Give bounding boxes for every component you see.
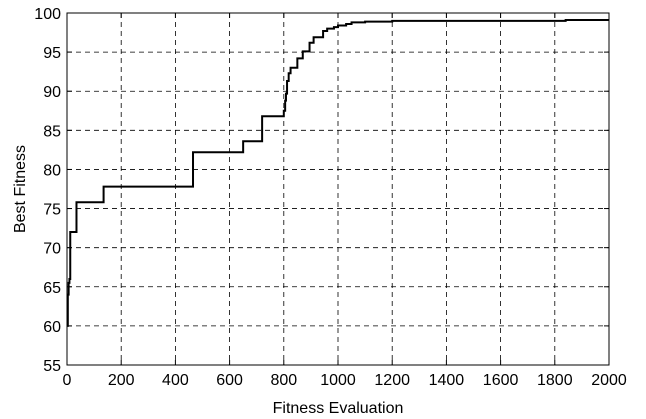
x-tick-label: 0 xyxy=(63,372,72,389)
y-tick-label: 95 xyxy=(43,45,61,62)
x-tick-labels: 0 200 400 600 800 1000 1200 1400 1600 1800 2000 xyxy=(63,372,627,389)
plot-frame xyxy=(66,12,610,366)
y-tick-label: 100 xyxy=(34,6,61,23)
x-axis-label: Fitness Evaluation xyxy=(273,400,404,417)
x-tick-label: 1000 xyxy=(320,372,356,389)
y-tick-label: 90 xyxy=(43,84,61,101)
x-tick-label: 600 xyxy=(216,372,243,389)
x-tick-label: 400 xyxy=(162,372,189,389)
x-tick-label: 1200 xyxy=(374,372,410,389)
x-tick-label: 1400 xyxy=(429,372,465,389)
x-tick-label: 2000 xyxy=(591,372,627,389)
x-tick-label: 200 xyxy=(108,372,135,389)
x-tick-label: 1800 xyxy=(537,372,573,389)
x-tick-label: 800 xyxy=(270,372,297,389)
y-axis-label: Best Fitness xyxy=(12,145,29,233)
y-tick-label: 75 xyxy=(43,202,61,219)
y-tick-label: 80 xyxy=(43,162,61,179)
y-tick-label: 60 xyxy=(43,319,61,336)
y-tick-labels: 55 60 65 70 75 80 85 90 95 100 xyxy=(34,6,61,375)
y-tick-label: 55 xyxy=(43,358,61,375)
series-line xyxy=(66,19,609,327)
y-tick-label: 65 xyxy=(43,280,61,297)
x-tick-label: 1600 xyxy=(483,372,519,389)
grid xyxy=(67,13,609,365)
y-tick-label: 70 xyxy=(43,241,61,258)
y-tick-label: 85 xyxy=(43,123,61,140)
